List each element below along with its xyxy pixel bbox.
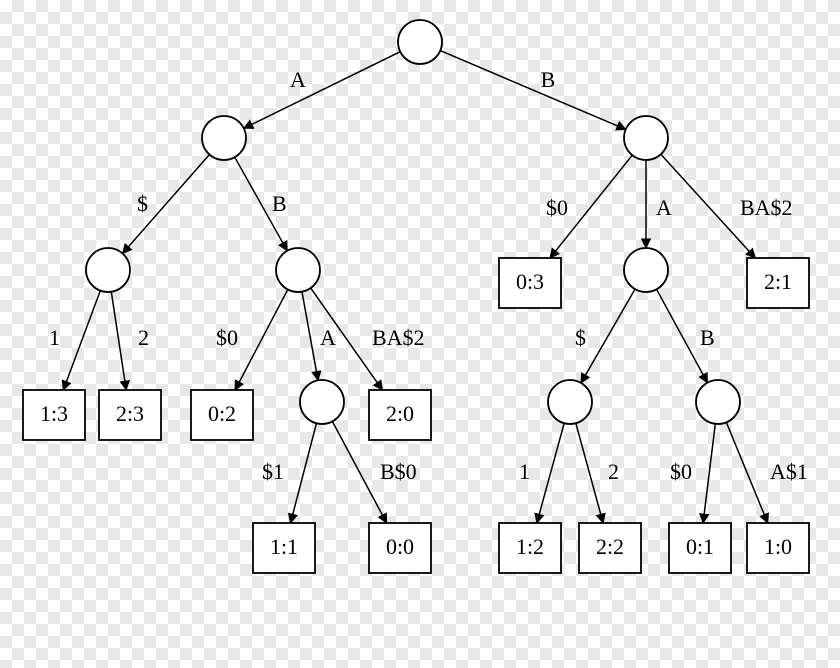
edge [576,423,603,523]
edge [726,422,767,523]
edge [302,292,318,381]
internal-node [300,380,344,424]
leaf-label: 2:1 [764,269,792,294]
leaf-label: 0:2 [208,401,236,426]
edge-label: 1 [49,325,60,350]
edge [581,289,635,383]
edge-label: B [541,67,556,92]
internal-node [624,116,668,160]
edge-label: BA$2 [740,195,793,220]
leaf-label: 1:2 [516,534,544,559]
internal-node [696,380,740,424]
edge [291,423,317,523]
leaf-label: 1:1 [270,534,298,559]
edge-label: B [272,191,287,216]
edge-label: $0 [670,459,692,484]
leaf-label: 0:1 [686,534,714,559]
edge-label: A [320,325,336,350]
internal-node [624,248,668,292]
edge-label: $0 [216,325,238,350]
edge-label: A [656,195,672,220]
edge-label: $1 [262,459,284,484]
edge-label: 2 [138,325,149,350]
suffix-tree-diagram: AB$B$0ABA$212$0ABA$2$B$1B$012$0A$10:32:1… [0,0,840,668]
edge-label: B$0 [380,459,417,484]
edge-label: A [290,67,306,92]
leaf-label: 1:0 [764,534,792,559]
leaf-label: 2:2 [596,534,624,559]
edge [123,155,210,254]
edge [440,51,626,130]
edge-label: A$1 [770,459,808,484]
edge [537,423,564,523]
edge [63,291,100,390]
leaf-label: 2:3 [116,401,144,426]
edge-label: $0 [546,195,568,220]
edge [244,52,400,129]
edge [235,289,288,390]
edge-label: $ [137,191,148,216]
edge-label: BA$2 [372,325,425,350]
leaf-label: 0:3 [516,269,544,294]
internal-node [202,116,246,160]
edge-label: 2 [608,459,619,484]
edge [111,292,126,390]
leaf-label: 1:3 [40,401,68,426]
edge-label: 1 [519,459,530,484]
internal-node [276,248,320,292]
internal-node [86,248,130,292]
edge-label: $ [575,325,586,350]
edge [703,424,715,523]
internal-node [398,20,442,64]
edge-label: B [700,325,715,350]
internal-node [548,380,592,424]
leaf-label: 0:0 [386,534,414,559]
leaf-label: 2:0 [386,401,414,426]
